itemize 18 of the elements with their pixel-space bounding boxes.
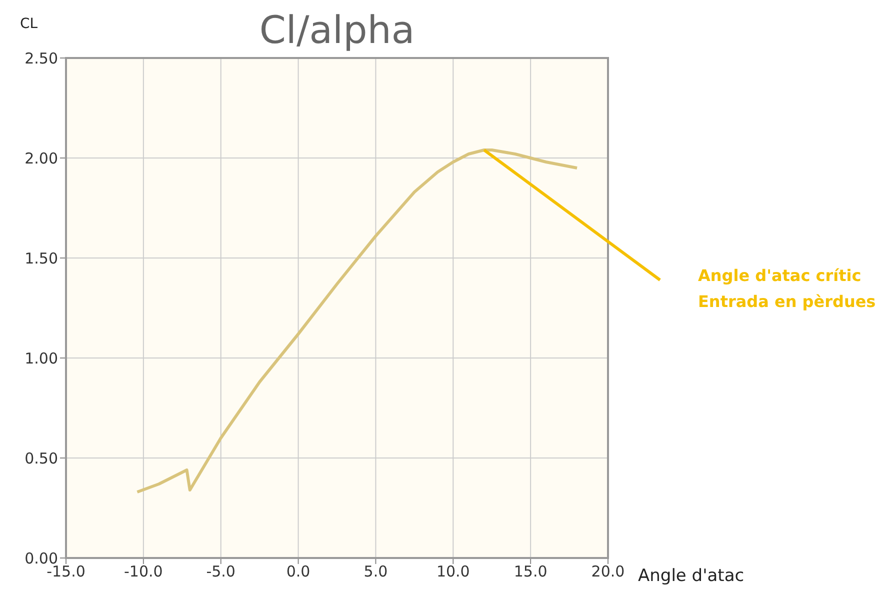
line-series: [136, 148, 579, 494]
chart-title: Cl/alpha: [258, 8, 416, 52]
x-tick-label: 0.0: [286, 562, 310, 581]
x-tick-label: 20.0: [591, 562, 625, 581]
text: Angle d'atac crític Entrada en pèrdues: [698, 266, 876, 311]
x-tick-label: -15.0: [46, 562, 86, 581]
y-tick-label: 1.00: [24, 349, 58, 368]
x-tick-label: -5.0: [206, 562, 236, 581]
y-tick-label: 2.00: [24, 149, 58, 168]
x-tick-label: -10.0: [124, 562, 163, 581]
y-tick-label: 1.50: [24, 249, 58, 268]
y-tick-label: 2.50: [24, 49, 58, 68]
x-axis-title: Angle d'atac: [638, 566, 744, 586]
x-tick-label: 15.0: [514, 562, 548, 581]
x-tick-label: 10.0: [436, 562, 470, 581]
y-axis-title: CL: [20, 16, 38, 32]
x-tick-label: 5.0: [364, 562, 388, 581]
y-tick-label: 0.50: [24, 449, 58, 468]
